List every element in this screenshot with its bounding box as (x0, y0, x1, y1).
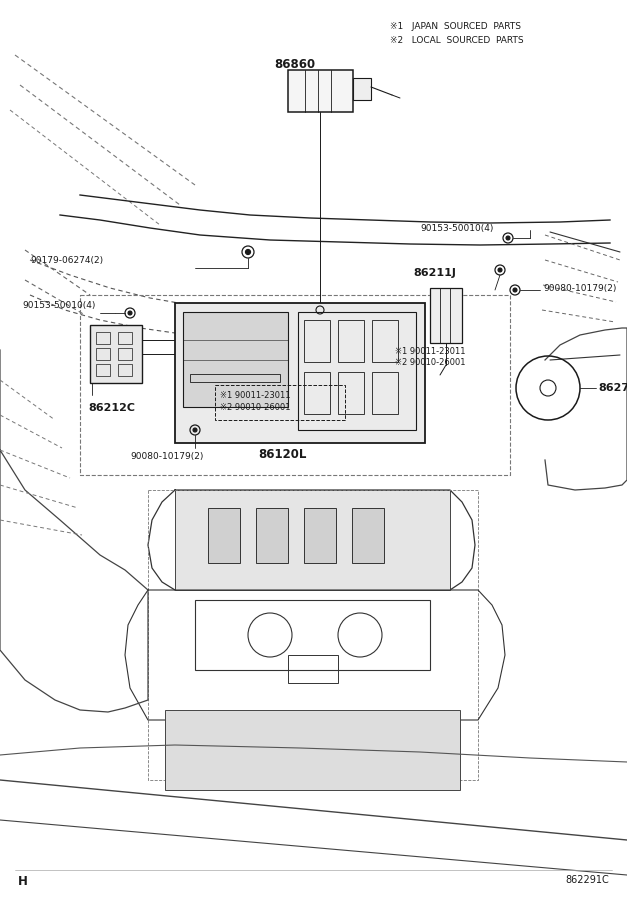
Bar (118, 364, 132, 376)
Text: 86271: 86271 (598, 383, 627, 393)
Text: 86120L: 86120L (258, 448, 306, 461)
Circle shape (498, 268, 502, 272)
Bar (165, 710, 460, 790)
Text: 86211J: 86211J (413, 268, 456, 278)
Bar (372, 372, 398, 414)
Text: ※2   LOCAL  SOURCED  PARTS: ※2 LOCAL SOURCED PARTS (390, 36, 524, 45)
Bar (304, 508, 336, 563)
Bar (256, 508, 288, 563)
Circle shape (513, 288, 517, 292)
Text: ※1   JAPAN  SOURCED  PARTS: ※1 JAPAN SOURCED PARTS (390, 22, 521, 31)
Bar (96, 364, 110, 376)
Bar (90, 325, 142, 383)
Bar (118, 332, 132, 344)
Text: 86860: 86860 (275, 58, 315, 71)
Text: 86212C: 86212C (88, 403, 135, 413)
Circle shape (506, 236, 510, 240)
Bar (430, 288, 462, 343)
Bar (352, 508, 384, 563)
Bar (80, 295, 510, 475)
Text: ※2 90010-26001: ※2 90010-26001 (220, 403, 290, 412)
Bar (298, 312, 416, 430)
Bar (175, 303, 425, 443)
Text: 862291C: 862291C (566, 875, 609, 885)
Bar (338, 320, 364, 362)
Circle shape (128, 311, 132, 315)
Circle shape (193, 428, 197, 432)
Bar (208, 508, 240, 563)
Bar (304, 372, 330, 414)
Text: 90153-50010(4): 90153-50010(4) (420, 224, 493, 233)
Bar (96, 332, 110, 344)
Text: ※2 90010-26001: ※2 90010-26001 (395, 358, 465, 367)
Bar (148, 490, 478, 780)
Bar (195, 600, 430, 670)
Bar (288, 70, 353, 112)
Bar (190, 374, 280, 382)
Bar (372, 320, 398, 362)
Text: 90080-10179(2): 90080-10179(2) (543, 284, 616, 293)
Text: 90179-06274(2): 90179-06274(2) (30, 256, 103, 265)
Bar (288, 655, 338, 683)
Bar (183, 312, 288, 407)
Text: ※1 90011-23011: ※1 90011-23011 (220, 391, 290, 400)
Bar (215, 385, 345, 420)
Bar (304, 320, 330, 362)
Text: H: H (18, 875, 28, 888)
Bar (175, 490, 450, 590)
Bar (118, 348, 132, 360)
Text: ※1 90011-23011: ※1 90011-23011 (395, 347, 465, 356)
Bar (96, 348, 110, 360)
Circle shape (246, 249, 251, 255)
Bar (353, 78, 371, 100)
Bar (338, 372, 364, 414)
Text: 90080-10179(2): 90080-10179(2) (130, 452, 203, 461)
Text: 90153-50010(4): 90153-50010(4) (22, 301, 95, 310)
